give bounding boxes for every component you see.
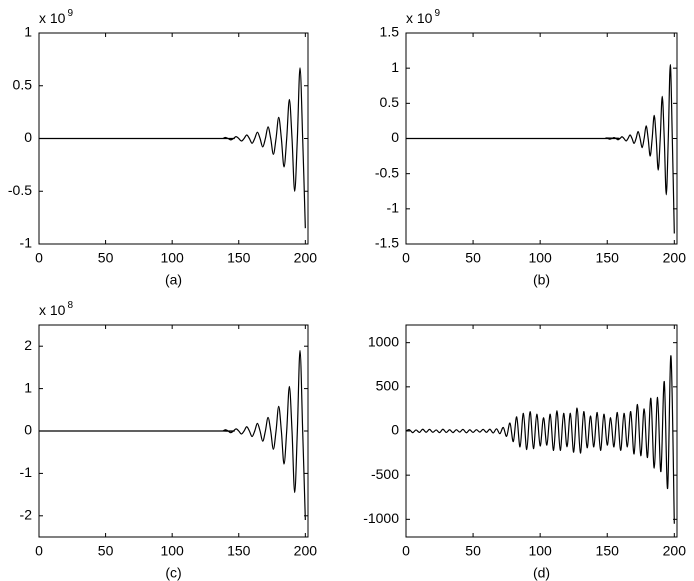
data-line xyxy=(406,355,675,524)
x-tick-label: 0 xyxy=(402,250,410,266)
y-tick-label: -1 xyxy=(20,235,33,251)
y-tick-label: 1 xyxy=(24,24,32,40)
data-line xyxy=(406,64,675,234)
plot-area xyxy=(39,67,306,229)
subplot: 0 50 100 150 200 -2 -1 0 1 2 (c) x 10 8 xyxy=(20,300,318,581)
y-tick-label: 0.5 xyxy=(13,76,33,92)
y-tick-label: 500 xyxy=(376,378,400,394)
y-tick-label: -2 xyxy=(20,507,33,523)
data-line xyxy=(39,349,306,521)
x-tick-label: 50 xyxy=(465,250,481,266)
x-tick-label: 0 xyxy=(35,250,43,266)
y-tick-label: 1 xyxy=(391,59,399,75)
caption: (d) xyxy=(533,565,550,581)
axis-multiplier: x 10 9 xyxy=(406,8,440,26)
multiplier-base: x 10 xyxy=(406,10,433,26)
multiplier-exponent: 9 xyxy=(434,8,440,19)
y-tick-label: 1 xyxy=(24,379,32,395)
data-line xyxy=(39,67,306,229)
x-tick-label: 150 xyxy=(227,543,251,559)
caption: (b) xyxy=(533,272,550,288)
plot-area xyxy=(39,349,306,521)
x-tick-label: 100 xyxy=(160,543,184,559)
x-tick-label: 200 xyxy=(294,543,318,559)
y-tick-label: 0 xyxy=(24,129,32,145)
subplot: 0 50 100 150 200 -1 -0.5 0 0.5 1 (a) x 10 9 xyxy=(8,8,317,288)
x-tick-label: 150 xyxy=(227,250,251,266)
y-tick-label: -1 xyxy=(20,464,33,480)
plot-area xyxy=(406,355,675,524)
x-tick-label: 200 xyxy=(663,250,687,266)
axis-multiplier: x 10 9 xyxy=(39,8,73,26)
x-tick-label: 200 xyxy=(294,250,318,266)
subplot: 0 50 100 150 200 -1000 -500 0 500 1000 (d) xyxy=(363,324,687,581)
y-tick-label: 0.5 xyxy=(380,94,400,110)
x-tick-label: 0 xyxy=(402,543,410,559)
y-tick-label: -1.5 xyxy=(375,235,399,251)
x-tick-label: 150 xyxy=(596,543,620,559)
x-tick-label: 50 xyxy=(98,250,114,266)
y-tick-label: 1000 xyxy=(368,333,399,349)
x-tick-label: 100 xyxy=(528,543,552,559)
y-tick-label: -500 xyxy=(371,466,399,482)
multiplier-exponent: 9 xyxy=(67,8,73,19)
y-tick-label: 0 xyxy=(24,422,32,438)
x-tick-label: 100 xyxy=(528,250,552,266)
y-tick-label: 2 xyxy=(24,337,32,353)
x-tick-label: 50 xyxy=(98,543,114,559)
x-tick-label: 200 xyxy=(663,543,687,559)
caption: (a) xyxy=(165,272,182,288)
y-tick-label: -0.5 xyxy=(375,164,399,180)
caption: (c) xyxy=(165,565,181,581)
y-tick-label: -1000 xyxy=(363,510,399,526)
y-tick-label: -1 xyxy=(387,200,400,216)
y-tick-label: 0 xyxy=(391,422,399,438)
multiplier-base: x 10 xyxy=(39,10,66,26)
x-tick-label: 50 xyxy=(465,543,481,559)
axis-multiplier: x 10 8 xyxy=(39,300,73,318)
y-tick-label: 0 xyxy=(391,129,399,145)
x-tick-label: 0 xyxy=(35,543,43,559)
x-tick-label: 100 xyxy=(160,250,184,266)
multiplier-base: x 10 xyxy=(39,302,66,318)
multiplier-exponent: 8 xyxy=(67,300,73,311)
x-tick-label: 150 xyxy=(596,250,620,266)
subplot: 0 50 100 150 200 -1.5 -1 -0.5 0 0.5 1 1.5 (b) x 10 9 xyxy=(375,8,686,288)
plot-area xyxy=(406,64,675,234)
y-tick-label: -0.5 xyxy=(8,182,32,198)
y-tick-label: 1.5 xyxy=(380,24,400,40)
